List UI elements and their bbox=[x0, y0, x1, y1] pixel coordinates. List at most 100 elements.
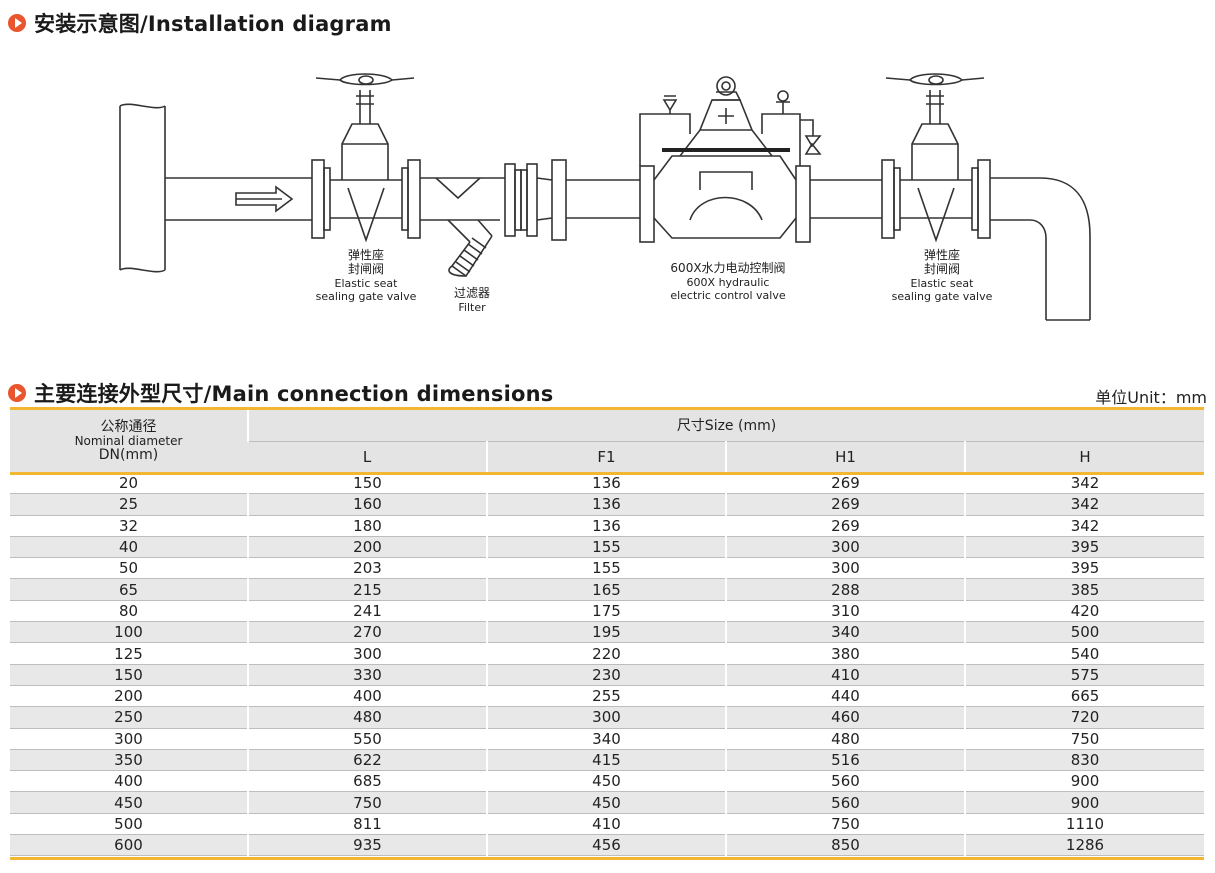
table-row: 200 400 255 440 665 bbox=[10, 685, 1205, 708]
table-cell: 269 bbox=[725, 472, 965, 495]
table-cell: 150 bbox=[247, 472, 487, 495]
table-cell: 750 bbox=[963, 728, 1205, 750]
table-row: 350 622 415 516 830 bbox=[10, 749, 1205, 772]
table-row: 300 550 340 480 750 bbox=[10, 728, 1205, 750]
table-cell: 342 bbox=[963, 515, 1205, 537]
size-header: 尺寸Size (mm) bbox=[246, 409, 1205, 442]
table-cell: 395 bbox=[963, 536, 1205, 559]
table-row: 500 811 410 750 1110 bbox=[10, 813, 1205, 836]
table-cell: 200 bbox=[10, 685, 248, 708]
table-cell: 400 bbox=[10, 770, 248, 793]
table-cell: 830 bbox=[963, 749, 1205, 772]
table-row: 100 270 195 340 500 bbox=[10, 621, 1205, 644]
table-cell: 165 bbox=[486, 578, 726, 601]
table-cell: 400 bbox=[247, 685, 487, 708]
table-cell: 395 bbox=[963, 557, 1205, 580]
table-cell: 410 bbox=[725, 664, 965, 686]
table-cell: 480 bbox=[247, 706, 487, 729]
table-cell: 385 bbox=[963, 578, 1205, 601]
table-cell: 136 bbox=[486, 472, 726, 495]
col-header-h1: H1 bbox=[725, 441, 965, 473]
table-cell: 150 bbox=[10, 664, 248, 686]
table-cell: 516 bbox=[725, 749, 965, 772]
table-cell: 850 bbox=[725, 834, 965, 857]
gate-valve-left-cn1: 弹性座 bbox=[348, 247, 384, 262]
col-header-l: L bbox=[248, 441, 487, 473]
table-cell: 665 bbox=[963, 685, 1205, 708]
table-cell: 175 bbox=[486, 600, 726, 623]
table-cell: 500 bbox=[10, 813, 248, 836]
table-cell: 440 bbox=[725, 685, 965, 708]
dimensions-table: 公称通径 Nominal diameter DN(mm) 尺寸Size (mm)… bbox=[10, 409, 1205, 857]
gate-valve-right-cn2: 封闸阀 bbox=[924, 262, 960, 276]
col-header-f1: F1 bbox=[486, 441, 726, 473]
table-header-rule bbox=[10, 472, 1204, 475]
table-cell: 380 bbox=[725, 642, 965, 665]
table-cell: 750 bbox=[247, 791, 487, 814]
table-bottom-rule bbox=[10, 857, 1204, 860]
table-row: 600 935 456 850 1286 bbox=[10, 834, 1205, 857]
col-header-h: H bbox=[963, 441, 1205, 473]
table-cell: 900 bbox=[963, 791, 1205, 814]
table-cell: 500 bbox=[963, 621, 1205, 644]
table-row: 40 200 155 300 395 bbox=[10, 536, 1205, 559]
table-cell: 230 bbox=[486, 664, 726, 686]
table-cell: 269 bbox=[725, 493, 965, 516]
table-cell: 250 bbox=[10, 706, 248, 729]
table-cell: 450 bbox=[10, 791, 248, 814]
table-cell: 20 bbox=[10, 472, 248, 495]
table-cell: 32 bbox=[10, 515, 248, 537]
table-cell: 460 bbox=[725, 706, 965, 729]
table-cell: 560 bbox=[725, 770, 965, 793]
control-valve-en2: electric control valve bbox=[670, 289, 786, 302]
table-row: 50 203 155 300 395 bbox=[10, 557, 1205, 580]
table-cell: 811 bbox=[247, 813, 487, 836]
filter-en: Filter bbox=[458, 301, 486, 314]
table-cell: 65 bbox=[10, 578, 248, 601]
table-cell: 450 bbox=[486, 770, 726, 793]
table-cell: 410 bbox=[486, 813, 726, 836]
table-cell: 750 bbox=[725, 813, 965, 836]
table-row: 150 330 230 410 575 bbox=[10, 664, 1205, 686]
table-cell: 330 bbox=[247, 664, 487, 686]
table-cell: 600 bbox=[10, 834, 248, 857]
table-cell: 200 bbox=[247, 536, 487, 559]
installation-diagram-title: 安装示意图/Installation diagram bbox=[8, 8, 392, 38]
table-cell: 155 bbox=[486, 557, 726, 580]
table-cell: 1110 bbox=[963, 813, 1205, 836]
table-row: 125 300 220 380 540 bbox=[10, 642, 1205, 665]
table-cell: 300 bbox=[725, 557, 965, 580]
table-body: 20 150 136 269 342 25 160 136 269 342 32 180 136 269 3… bbox=[10, 472, 1205, 857]
dn-header-en: Nominal diameter bbox=[74, 433, 183, 448]
table-cell: 340 bbox=[486, 728, 726, 750]
table-cell: 25 bbox=[10, 493, 248, 516]
table-cell: 340 bbox=[725, 621, 965, 644]
table-cell: 255 bbox=[486, 685, 726, 708]
table-cell: 685 bbox=[247, 770, 487, 793]
table-cell: 415 bbox=[486, 749, 726, 772]
table-cell: 300 bbox=[247, 642, 487, 665]
table-cell: 215 bbox=[247, 578, 487, 601]
dn-header-cn: 公称通径 bbox=[100, 418, 157, 435]
table-cell: 269 bbox=[725, 515, 965, 537]
table-cell: 195 bbox=[486, 621, 726, 644]
table-row: 80 241 175 310 420 bbox=[10, 600, 1205, 623]
table-cell: 342 bbox=[963, 493, 1205, 516]
table-cell: 300 bbox=[10, 728, 248, 750]
table-cell: 300 bbox=[725, 536, 965, 559]
table-cell: 220 bbox=[486, 642, 726, 665]
table-cell: 160 bbox=[247, 493, 487, 516]
table-cell: 550 bbox=[247, 728, 487, 750]
table-cell: 125 bbox=[10, 642, 248, 665]
table-cell: 136 bbox=[486, 493, 726, 516]
table-cell: 420 bbox=[963, 600, 1205, 623]
table-cell: 935 bbox=[247, 834, 487, 857]
gate-valve-right-en1: Elastic seat bbox=[911, 277, 975, 290]
table-cell: 203 bbox=[247, 557, 487, 580]
table-cell: 155 bbox=[486, 536, 726, 559]
table-cell: 180 bbox=[247, 515, 487, 537]
table-row: 250 480 300 460 720 bbox=[10, 706, 1205, 729]
table-cell: 100 bbox=[10, 621, 248, 644]
gate-valve-right-cn1: 弹性座 bbox=[924, 247, 960, 262]
table-cell: 575 bbox=[963, 664, 1205, 686]
